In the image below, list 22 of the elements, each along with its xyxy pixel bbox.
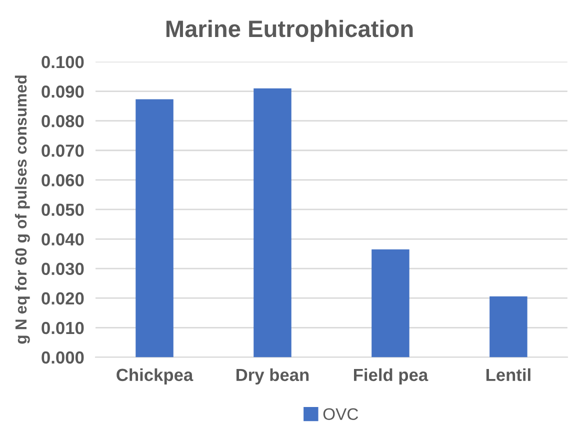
bar: [254, 88, 292, 358]
y-tick-label: 0.010: [42, 322, 84, 334]
x-tick-label: Chickpea: [116, 368, 194, 385]
y-axis-title: g N eq for 60 g of pulses consumed: [14, 76, 30, 344]
x-tick-label: Lentil: [486, 368, 530, 382]
y-tick-label: 0.060: [42, 174, 84, 186]
chart-title: Marine Eutrophication: [166, 20, 413, 42]
y-tick-label: 0.050: [42, 204, 84, 216]
y-tick-label: 0.090: [42, 85, 84, 98]
y-tick-label: 0.000: [42, 351, 84, 364]
y-tick-label: 0.070: [42, 144, 84, 157]
y-tick-label: 0.100: [42, 56, 84, 68]
y-tick-label: 0.040: [42, 233, 84, 246]
y-tick-label: 0.020: [42, 292, 84, 305]
bar: [372, 249, 410, 358]
y-tick-label: 0.030: [42, 262, 84, 276]
bar: [490, 296, 528, 358]
x-tick-label: Field pea: [354, 368, 428, 385]
x-tick-label: Dry bean: [236, 368, 309, 385]
legend-label: OVC: [323, 408, 358, 420]
bar: [136, 99, 174, 358]
y-tick-label: 0.080: [42, 115, 84, 128]
